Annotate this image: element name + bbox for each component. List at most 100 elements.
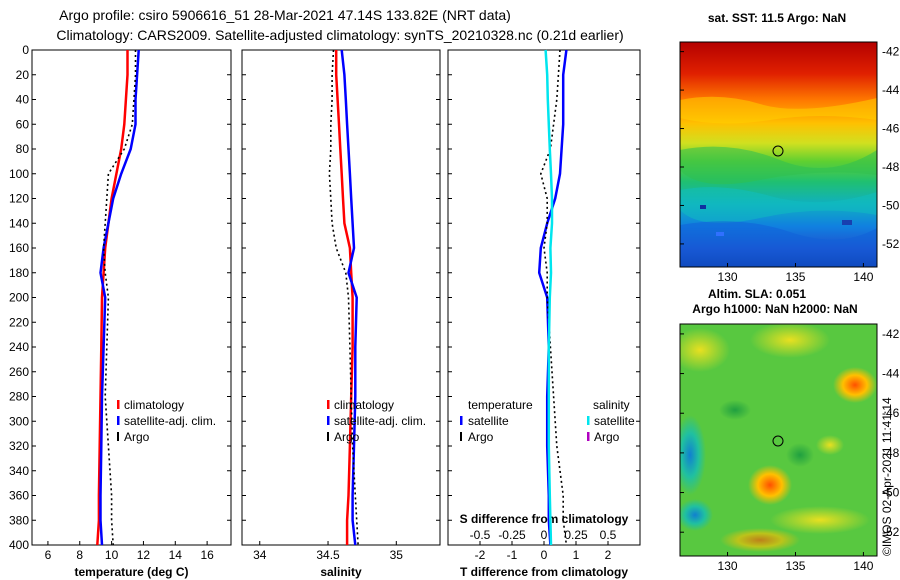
legend-label-temp-argo: Argo <box>468 430 494 444</box>
y-tick-label: 0 <box>22 43 29 57</box>
sla-profile-marker <box>772 435 784 447</box>
x-tick-label: 16 <box>200 548 214 562</box>
map-y-tick-label: -48 <box>882 160 900 174</box>
temperature-panel: 0 20 40 60 80 100 120 140 160 180 200 220 240 260 280 3… <box>9 43 232 579</box>
salinity-panel: 34 34.5 35 salinity <box>241 49 441 579</box>
legend-label-sal-argo: Argo <box>594 430 620 444</box>
series-line-temperature-satellite <box>537 49 568 546</box>
plot-frame <box>31 49 232 546</box>
series-line-climatology <box>334 50 354 545</box>
top-axis-label: S difference from climatology <box>460 512 629 526</box>
legend-label-satellite: satellite-adj. clim. <box>334 414 426 428</box>
sla-map-image <box>680 324 877 556</box>
y-tick-label: 400 <box>9 538 29 552</box>
series-line-argo <box>328 49 359 546</box>
legend-title-salinity: salinity <box>593 398 630 412</box>
legend-swatch-climatology <box>117 400 120 409</box>
y-tick-label: 180 <box>9 266 29 280</box>
x-tick-label: 0 <box>541 548 548 562</box>
series-line-salinity-satellite <box>544 49 554 546</box>
x-axis-label: temperature (deg C) <box>74 565 188 579</box>
map-x-tick-label: 140 <box>853 270 873 284</box>
sst-map-title: sat. SST: 11.5 Argo: NaN <box>708 11 846 25</box>
sla-map-axes: 130 135 140 -42 -44 -46 -48 -50 -52 <box>680 327 900 573</box>
x-tick-label: 35 <box>390 548 404 562</box>
x-tick-label: 2 <box>605 548 612 562</box>
top-tick-label: 0 <box>541 528 548 542</box>
legend-swatch-temp-argo <box>460 432 462 441</box>
y-tick-label: 300 <box>9 414 29 428</box>
y-tick-label: 280 <box>9 390 29 404</box>
x-tick-label: 6 <box>45 548 52 562</box>
map-y-tick-label: -52 <box>882 237 900 251</box>
map-y-tick-label: -50 <box>882 486 900 500</box>
y-tick-label: 260 <box>9 365 29 379</box>
y-tick-label: 380 <box>9 513 29 527</box>
y-tick-label: 100 <box>9 167 29 181</box>
sla-map-frame <box>679 323 878 557</box>
legend-label-temp-satellite: satellite <box>468 414 509 428</box>
y-tick-label: 240 <box>9 340 29 354</box>
sst-map-panel: sat. SST: 11.5 Argo: NaN 130 135 140 -42 -44… <box>679 11 900 284</box>
x-tick-label: 1 <box>573 548 580 562</box>
x-tick-label: 34 <box>253 548 267 562</box>
y-tick-label: 20 <box>16 68 30 82</box>
sla-map-panel: Altim. SLA: 0.051 Argo h1000: NaN h2000:… <box>679 287 900 573</box>
legend-swatch-sal-satellite <box>587 416 590 425</box>
map-y-tick-label: -48 <box>882 446 900 460</box>
temperature-legend: climatology satellite-adj. clim. Argo <box>117 398 216 444</box>
y-tick-label: 340 <box>9 464 29 478</box>
y-tick-label: 360 <box>9 489 29 503</box>
y-tick-label: 320 <box>9 439 29 453</box>
sst-map-frame <box>679 41 878 268</box>
x-tick-label: 8 <box>76 548 83 562</box>
map-y-tick-label: -50 <box>882 198 900 212</box>
map-y-tick-label: -42 <box>882 45 900 59</box>
sla-map-title-line-2: Argo h1000: NaN h2000: NaN <box>692 302 857 316</box>
legend-label-satellite: satellite-adj. clim. <box>124 414 216 428</box>
legend-label-sal-satellite: satellite <box>594 414 635 428</box>
top-tick-label: 0.5 <box>600 528 617 542</box>
legend-swatch-argo <box>327 432 329 441</box>
x-tick-label: -1 <box>507 548 518 562</box>
differences-legend: temperature satellite Argo salinity sate… <box>460 398 635 444</box>
top-tick-label: 0.25 <box>564 528 588 542</box>
sla-map-title-line-1: Altim. SLA: 0.051 <box>708 287 806 301</box>
x-tick-label: 12 <box>137 548 151 562</box>
plot-frame <box>241 49 441 546</box>
title-line-1: Argo profile: csiro 5906616_51 28-Mar-20… <box>59 7 511 23</box>
legend-label-argo: Argo <box>334 430 360 444</box>
legend-swatch-temp-satellite <box>460 416 463 425</box>
series-line-climatology <box>96 50 129 546</box>
map-x-tick-label: 140 <box>853 559 873 573</box>
legend-swatch-satellite <box>327 416 330 425</box>
y-tick-label: 40 <box>16 93 30 107</box>
differences-panel: -2 -1 0 1 2 -0.5 -0.25 0 0.25 0.5 S difference fro… <box>447 49 641 579</box>
series-line-temperature-argo <box>539 49 568 546</box>
x-tick-label: 14 <box>169 548 183 562</box>
top-tick-label: -0.5 <box>470 528 491 542</box>
legend-label-climatology: climatology <box>334 398 394 412</box>
top-tick-label: -0.25 <box>498 528 526 542</box>
series-line-argo <box>102 50 137 546</box>
salinity-legend: climatology satellite-adj. clim. Argo <box>327 398 426 444</box>
map-y-tick-label: -52 <box>882 525 900 539</box>
legend-swatch-argo <box>117 432 119 441</box>
map-x-tick-label: 135 <box>785 270 805 284</box>
plot-frame <box>447 49 641 546</box>
y-tick-label: 60 <box>16 117 30 131</box>
legend-label-argo: Argo <box>124 430 150 444</box>
title-line-2: Climatology: CARS2009. Satellite-adjuste… <box>56 27 623 43</box>
map-x-tick-label: 135 <box>785 559 805 573</box>
legend-swatch-satellite <box>117 416 120 425</box>
map-y-tick-label: -44 <box>882 367 900 381</box>
x-tick-label: 10 <box>105 548 119 562</box>
y-tick-label: 200 <box>9 291 29 305</box>
map-x-tick-label: 130 <box>718 270 738 284</box>
map-y-tick-label: -46 <box>882 406 900 420</box>
legend-swatch-sal-argo <box>587 432 590 441</box>
y-tick-label: 140 <box>9 216 29 230</box>
x-axis-label: salinity <box>320 565 362 579</box>
y-tick-label: 80 <box>16 142 30 156</box>
